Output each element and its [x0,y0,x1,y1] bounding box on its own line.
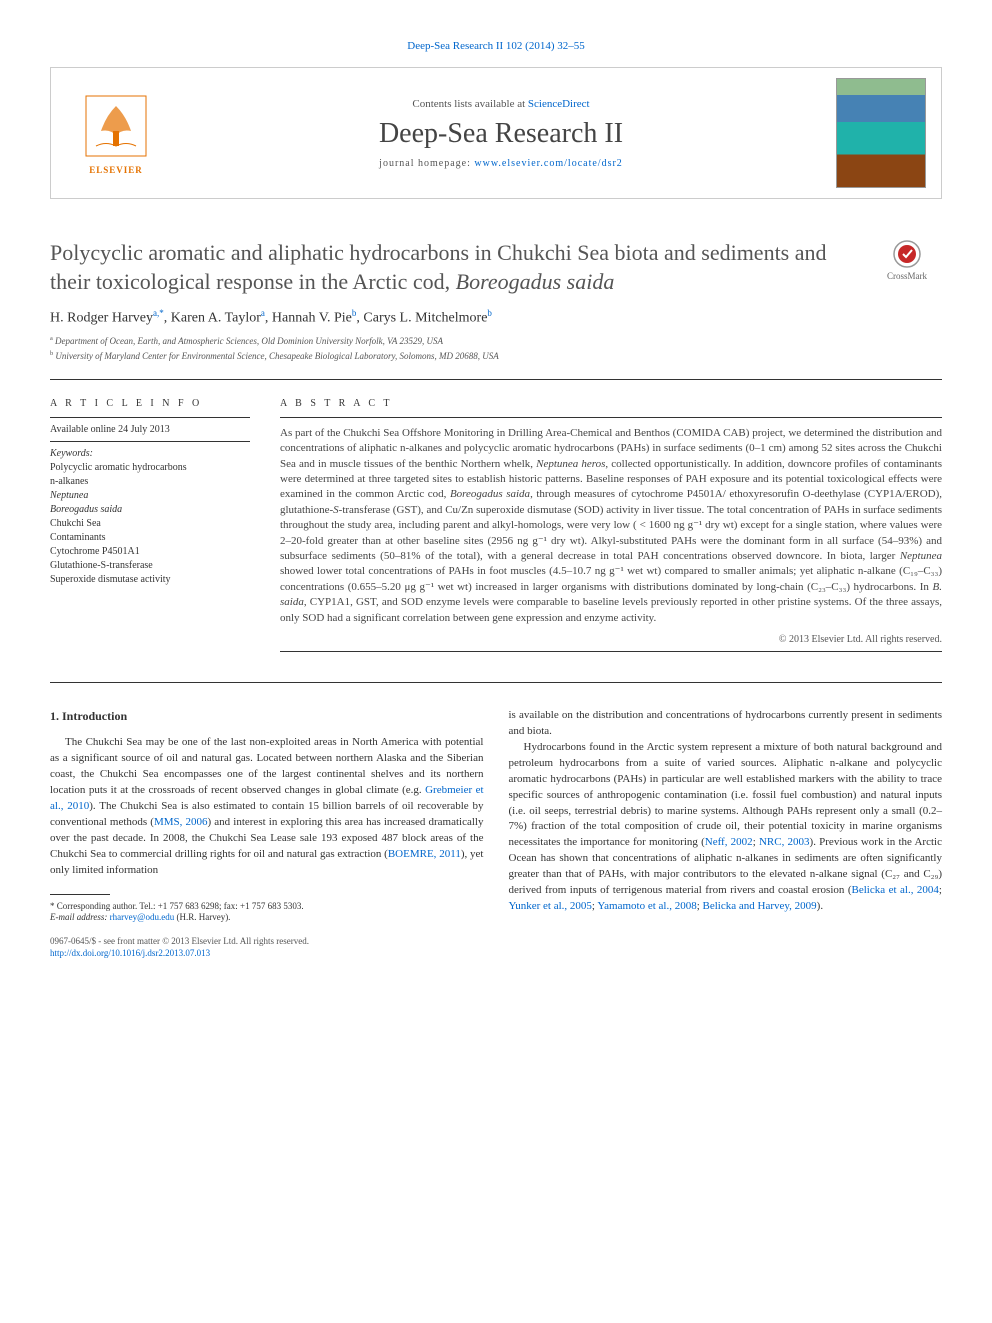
author-affil-link[interactable]: a [261,308,265,318]
keyword: Superoxide dismutase activity [50,573,250,587]
email-link[interactable]: rharvey@odu.edu [110,912,175,922]
keyword: n-alkanes [50,475,250,489]
citation-link[interactable]: Belicka et al., 2004 [852,884,939,896]
crossmark-icon [892,239,922,269]
author-corr-link[interactable]: * [159,308,164,318]
divider [50,682,942,683]
abstract-section: A B S T R A C T As part of the Chukchi S… [280,398,942,652]
keywords-label: Keywords: [50,448,250,459]
citation-link[interactable]: Yunker et al., 2005 [509,900,592,912]
author-affil-link[interactable]: b [352,308,357,318]
journal-cover-thumb[interactable] [836,78,926,188]
keyword: Cytochrome P4501A1 [50,545,250,559]
keyword: Neptunea [50,489,250,503]
citation-link[interactable]: Grebmeier et al., 2010 [50,784,484,812]
contents-line: Contents lists available at ScienceDirec… [166,98,836,110]
footnote-separator [50,894,110,895]
journal-header: ELSEVIER Contents lists available at Sci… [50,67,942,199]
citation-link[interactable]: Deep-Sea Research II 102 (2014) 32–55 [407,40,584,52]
abstract-copyright: © 2013 Elsevier Ltd. All rights reserved… [280,634,942,645]
elsevier-logo[interactable]: ELSEVIER [66,78,166,188]
divider [50,379,942,380]
body-paragraph: The Chukchi Sea may be one of the last n… [50,735,484,878]
citation-header: Deep-Sea Research II 102 (2014) 32–55 [50,40,942,52]
elsevier-label: ELSEVIER [89,165,143,175]
author-affil-link[interactable]: b [487,308,492,318]
body-paragraph: Hydrocarbons found in the Arctic system … [509,740,943,915]
affiliation: b University of Maryland Center for Envi… [50,350,942,361]
affiliation: a Department of Ocean, Earth, and Atmosp… [50,335,942,346]
section-heading: 1. Introduction [50,708,484,725]
online-date: Available online 24 July 2013 [50,424,250,442]
crossmark-badge[interactable]: CrossMark [872,239,942,281]
citation-link[interactable]: MMS, 2006 [154,816,208,828]
citation-link[interactable]: Neff, 2002 [705,836,753,848]
body-column-left: 1. Introduction The Chukchi Sea may be o… [50,708,484,960]
article-info-sidebar: A R T I C L E I N F O Available online 2… [50,398,250,652]
keyword: Contaminants [50,531,250,545]
keyword: Chukchi Sea [50,517,250,531]
crossmark-label: CrossMark [872,271,942,281]
journal-homepage: journal homepage: www.elsevier.com/locat… [166,158,836,169]
article-info-label: A R T I C L E I N F O [50,398,250,409]
citation-link[interactable]: Yamamoto et al., 2008 [597,900,696,912]
citation-link[interactable]: BOEMRE, 2011 [388,848,461,860]
citation-link[interactable]: Belicka and Harvey, 2009 [703,900,817,912]
elsevier-tree-icon [81,91,151,161]
journal-title: Deep-Sea Research II [166,118,836,150]
corresponding-author-footnote: * Corresponding author. Tel.: +1 757 683… [50,901,484,924]
homepage-link[interactable]: www.elsevier.com/locate/dsr2 [474,158,622,169]
abstract-label: A B S T R A C T [280,398,942,409]
authors-line: H. Rodger Harveya,*, Karen A. Taylora, H… [50,308,942,327]
keyword: Glutathione-S-transferase [50,559,250,573]
abstract-text: As part of the Chukchi Sea Offshore Moni… [280,426,942,626]
issn-doi-block: 0967-0645/$ - see front matter © 2013 El… [50,936,484,959]
sciencedirect-link[interactable]: ScienceDirect [528,98,590,110]
keyword: Polycyclic aromatic hydrocarbons [50,461,250,475]
keyword: Boreogadus saida [50,503,250,517]
body-paragraph: is available on the distribution and con… [509,708,943,740]
article-title: Polycyclic aromatic and aliphatic hydroc… [50,239,852,296]
citation-link[interactable]: NRC, 2003 [759,836,810,848]
body-column-right: is available on the distribution and con… [509,708,943,960]
doi-link[interactable]: http://dx.doi.org/10.1016/j.dsr2.2013.07… [50,948,210,958]
